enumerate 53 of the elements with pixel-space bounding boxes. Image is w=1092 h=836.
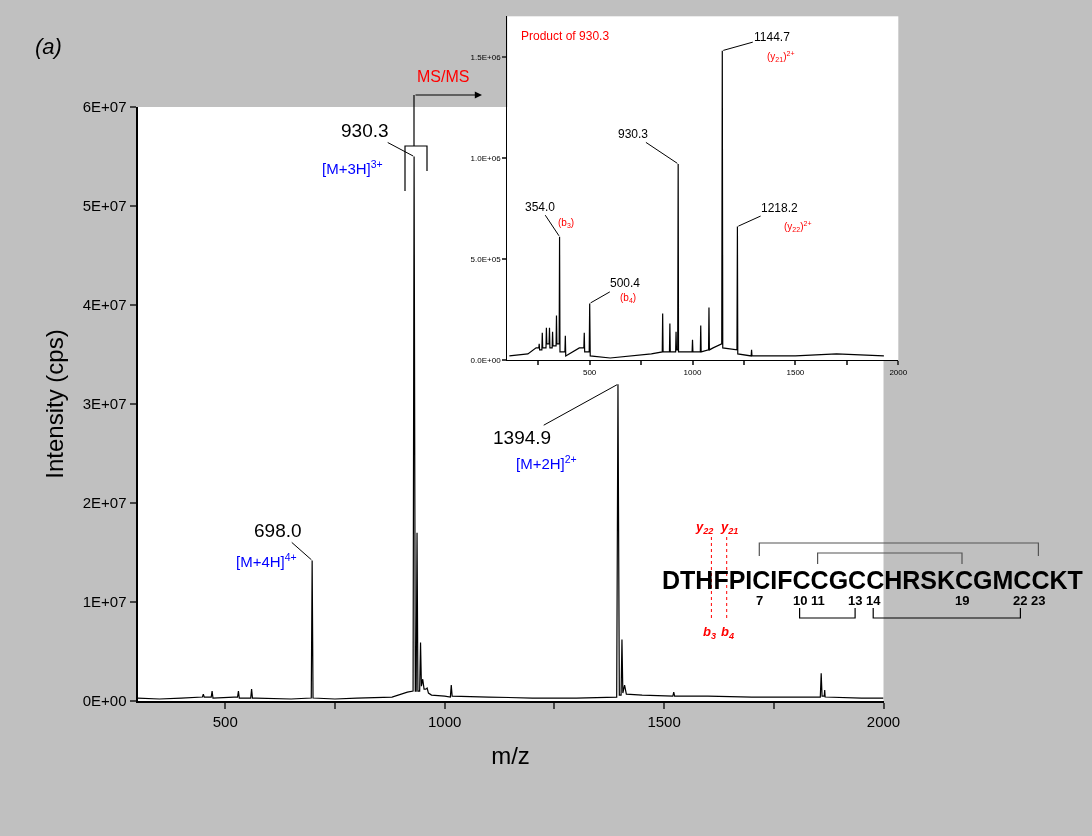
annotation: 14 [866,593,882,608]
annotation: 22 [702,525,714,536]
annotation: (y$_{22}$)$^{2+}$ [784,220,812,234]
x-tick-label: 500 [212,713,238,730]
y-axis-title: Intensity (cps) [41,329,69,479]
y-tick-label: 5.0E+05 [470,254,502,264]
y-tick-label: 3E+07 [82,395,127,413]
annotation: 7 [756,593,764,608]
text: 23 [1031,593,1046,608]
annotation: y$_{21}$ [720,519,739,536]
y-tick-label: 5E+07 [82,197,127,215]
annotation: 698.0 [254,520,302,541]
annotation: [M+3H]$^{3+}$ [322,158,383,178]
text: 22 [1013,593,1028,608]
annotation: 930.3 [341,120,389,141]
y-tick-label: 4E+07 [82,296,127,314]
annotation: b$_{3}$ [703,624,717,641]
annotation: 13 [848,593,863,608]
y-tick-label: 1E+07 [82,593,127,611]
text: 19 [955,593,970,608]
x-tick-label: 500 [582,367,597,377]
text: y [696,519,704,534]
y-tick-label: 0E+00 [82,692,127,710]
y-tick-label: 1.0E+06 [470,153,502,163]
x-axis-title: m/z [491,741,530,769]
annotation: DTHFPICIFCCGCCHRSKCGMCCKT [662,566,1083,594]
y-tick-label: 2E+07 [82,494,127,512]
annotation: (b$_{4}$) [620,292,637,305]
annotation: 354.0 [525,200,556,214]
annotation: [M+2H]$^{2+}$ [516,453,577,473]
text: MS/MS [417,68,470,85]
y-tick-label: 6E+07 [82,98,127,116]
annotation: 11 [811,593,825,608]
x-tick-label: 1000 [427,713,462,730]
text: Product of 930.3 [521,29,610,43]
annotation: (b$_{3}$) [558,217,575,230]
annotation: 500.4 [610,276,641,290]
y-tick-label: 0.0E+00 [470,355,502,365]
x-tick-label: 2000 [866,713,901,730]
annotation: 1144.7 [754,30,791,44]
annotation: 10 [793,593,808,608]
text: (a) [35,34,62,59]
x-tick-label: 1000 [683,367,702,377]
x-tick-label: 1500 [647,713,681,730]
y-tick-label: 1.5E+06 [470,52,502,62]
annotation: 930.3 [618,127,649,141]
x-tick-label: 2000 [889,367,908,377]
annotation: 1218.2 [761,201,799,215]
x-tick-label: 1500 [786,367,805,377]
annotation: (y$_{21}$)$^{2+}$ [767,50,795,64]
annotation: [M+4H]$^{4+}$ [236,551,297,571]
annotation: 1394.9 [493,427,552,448]
annotation: b$_{4}$ [721,624,735,641]
